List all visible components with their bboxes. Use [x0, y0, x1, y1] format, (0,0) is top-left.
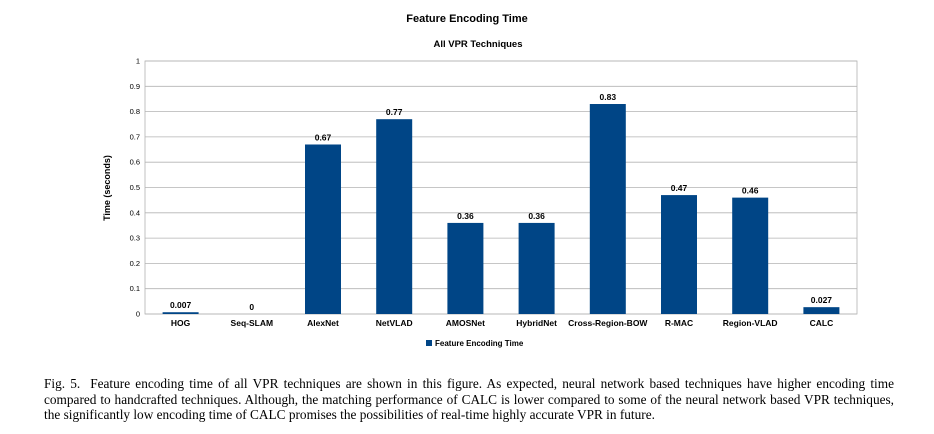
- x-tick-label: NetVLAD: [376, 318, 413, 328]
- y-tick-label: 0.4: [130, 208, 140, 217]
- y-tick-label: 0.5: [130, 183, 140, 192]
- data-label: 0.83: [600, 92, 617, 102]
- x-tick-label: Seq-SLAM: [231, 318, 274, 328]
- legend: Feature Encoding Time: [426, 339, 524, 348]
- y-tick-label: 0.2: [130, 259, 140, 268]
- data-label: 0.36: [457, 211, 474, 221]
- y-tick-label: 0.6: [130, 158, 140, 167]
- x-tick-label: HOG: [171, 318, 191, 328]
- bar: [162, 312, 199, 314]
- bar: [518, 222, 555, 314]
- bar: [661, 195, 697, 314]
- data-label: 0.67: [315, 132, 332, 142]
- bar-chart: Feature Encoding Time All VPR Techniques…: [102, 13, 858, 348]
- data-label: 0.007: [170, 300, 192, 310]
- x-tick-label: AMOSNet: [446, 318, 485, 328]
- legend-label: Feature Encoding Time: [435, 339, 524, 348]
- x-tick-label: CALC: [810, 318, 834, 328]
- data-label: 0.46: [742, 186, 759, 196]
- y-axis-label: Time (seconds): [102, 155, 112, 221]
- x-tick-label: R-MAC: [665, 318, 693, 328]
- bar: [589, 104, 626, 314]
- y-tick-labels: 0 0.1 0.2 0.3 0.4 0.5 0.6 0.7 0.8 0.9 1: [130, 57, 140, 319]
- y-tick-label: 0.9: [130, 82, 140, 91]
- legend-swatch: [426, 340, 432, 346]
- chart-title: Feature Encoding Time: [406, 13, 527, 25]
- y-tick-label: 0.7: [130, 132, 140, 141]
- bar: [376, 119, 413, 314]
- bar: [732, 197, 769, 314]
- data-label: 0: [249, 302, 254, 312]
- y-tick-label: 0.8: [130, 107, 140, 116]
- bar: [305, 144, 341, 314]
- figure-caption: Fig. 5. Feature encoding time of all VPR …: [44, 376, 894, 423]
- x-tick-label: Region-VLAD: [723, 318, 778, 328]
- chart-subtitle: All VPR Techniques: [433, 39, 522, 50]
- data-label: 0.47: [671, 183, 688, 193]
- plot-frame: [144, 60, 858, 315]
- bars: [162, 104, 840, 314]
- y-tick-label: 0: [136, 310, 140, 319]
- data-label: 0.77: [386, 107, 403, 117]
- data-label: 0.027: [811, 295, 833, 305]
- x-tick-labels: HOG Seq-SLAM AlexNet NetVLAD AMOSNet HybridNe…: [171, 318, 833, 328]
- data-label: 0.36: [528, 211, 545, 221]
- x-tick-label: AlexNet: [307, 318, 339, 328]
- y-tick-label: 1: [136, 57, 140, 66]
- y-tick-label: 0.3: [130, 234, 140, 243]
- caption-label: Fig. 5.: [44, 376, 81, 391]
- x-tick-label: HybridNet: [516, 318, 557, 328]
- bar: [447, 222, 484, 314]
- data-labels: 0.007 0 0.67 0.77 0.36 0.36 0.83 0.47 0.46 0.027: [170, 92, 832, 312]
- bar: [803, 307, 840, 314]
- x-tick-label: Cross-Region-BOW: [568, 318, 648, 328]
- y-tick-label: 0.1: [130, 284, 140, 293]
- caption-text: Feature encoding time of all VPR techniq…: [44, 376, 894, 422]
